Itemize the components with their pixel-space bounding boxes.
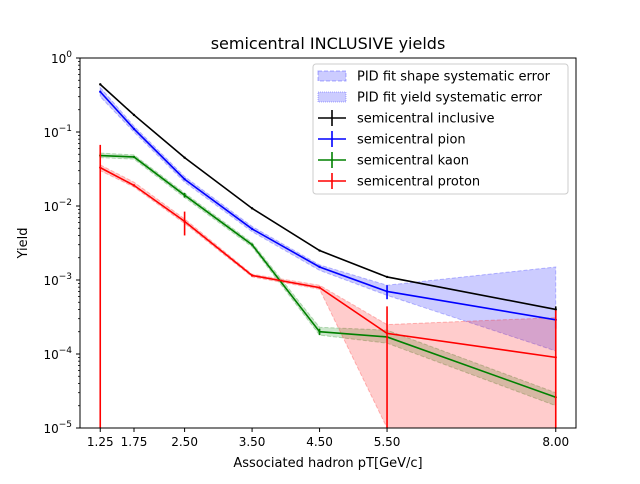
plot-area — [99, 83, 557, 428]
legend-label: PID fit yield systematic error — [357, 91, 543, 106]
data-point — [385, 275, 389, 279]
data-point — [99, 83, 102, 86]
data-point — [318, 286, 321, 289]
legend-label: semicentral pion — [357, 133, 466, 148]
y-tick-label: 10−4 — [43, 346, 72, 362]
data-point — [99, 166, 102, 169]
y-tick-label: 10−2 — [43, 198, 72, 214]
data-point — [250, 243, 254, 246]
data-point — [250, 274, 254, 277]
x-tick-label: 5.50 — [374, 435, 401, 449]
x-axis-label: Associated hadron pT[GeV/c] — [233, 456, 422, 471]
data-point — [318, 249, 321, 252]
legend-label: semicentral inclusive — [357, 112, 495, 127]
x-tick-label: 1.25 — [87, 435, 114, 449]
y-axis-label: Yield — [16, 228, 31, 260]
legend-swatch-shape — [317, 70, 347, 82]
data-point — [183, 193, 186, 197]
data-point — [554, 356, 557, 359]
data-point — [132, 127, 136, 131]
legend-swatch-yield — [317, 91, 347, 103]
data-point — [554, 308, 557, 311]
legend-label: semicentral kaon — [357, 154, 469, 169]
chart-title: semicentral INCLUSIVE yields — [211, 34, 446, 53]
data-point — [250, 207, 254, 210]
legend-label: PID fit shape systematic error — [357, 70, 551, 85]
x-tick-label: 8.00 — [542, 435, 569, 449]
legend-box — [312, 63, 569, 195]
data-point — [132, 113, 136, 117]
legend-label: semicentral proton — [357, 175, 480, 190]
shape-band-3 — [99, 164, 557, 428]
data-point — [250, 227, 254, 231]
data-point — [183, 178, 186, 181]
plot-content — [99, 83, 557, 428]
x-tick-label: 4.50 — [306, 435, 333, 449]
axes-frame — [79, 57, 577, 429]
y-tick-label: 10−3 — [43, 272, 72, 288]
data-point — [318, 265, 321, 269]
data-point — [99, 90, 102, 93]
x-axis: 1.25 1.75 2.50 3.50 4.50 5.50 8.00 — [87, 428, 569, 449]
y-tick-label: 10−5 — [43, 420, 72, 436]
data-point — [318, 330, 321, 333]
x-tick-label: 1.75 — [121, 435, 148, 449]
y-axis: 10−5 10−4 10−3 10−2 10−1 100 — [43, 50, 80, 436]
y-tick-label: 10−1 — [43, 124, 72, 140]
data-point — [132, 184, 136, 187]
data-point — [183, 220, 186, 223]
data-point — [385, 332, 389, 335]
data-point — [385, 290, 389, 293]
data-point — [132, 155, 136, 159]
y-tick-label: 100 — [51, 50, 72, 66]
legend: PID fit shape systematic error PID fit yi… — [312, 63, 569, 195]
x-tick-label: 2.50 — [171, 435, 198, 449]
data-point — [183, 156, 186, 159]
x-tick-label: 3.50 — [239, 435, 266, 449]
